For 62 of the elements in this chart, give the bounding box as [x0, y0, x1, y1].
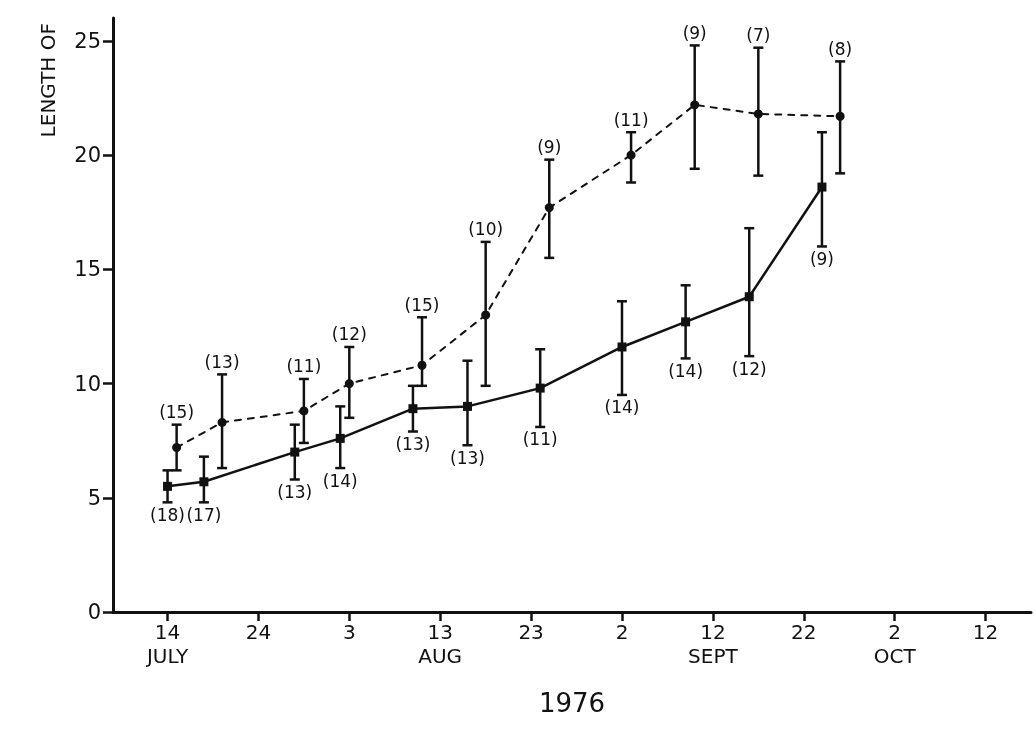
point — [753, 109, 763, 119]
point — [817, 182, 827, 192]
y-tick-label: 25 — [74, 28, 101, 53]
annotation: (7) — [746, 25, 771, 46]
y-tick-label: 15 — [74, 257, 101, 282]
annotation: (15) — [159, 402, 195, 423]
annotation: (13) — [277, 481, 313, 502]
annotation: (11) — [286, 356, 322, 377]
annotation: (15) — [404, 294, 440, 315]
x-tick-label: 2 — [615, 620, 629, 644]
point — [408, 404, 418, 414]
point — [172, 443, 182, 453]
x-axis-title: 1976 — [538, 688, 606, 718]
annotation: (9) — [682, 22, 707, 43]
annotation: (18) — [150, 504, 185, 525]
y-tick-label: 0 — [87, 600, 101, 624]
annotation: (13) — [450, 447, 485, 468]
point — [681, 317, 691, 327]
annotation: (11) — [522, 429, 558, 450]
annotation: (14) — [604, 397, 640, 418]
point — [335, 433, 345, 443]
point — [417, 360, 427, 370]
x-tick-label: 12 SEPT — [688, 620, 739, 668]
x-tick-label: 2 OCT — [873, 620, 917, 668]
point — [535, 383, 545, 393]
x-tick-label: 14 JULY — [144, 620, 189, 668]
x-tick-label: 23 — [518, 620, 544, 644]
annotation: (10) — [468, 219, 504, 240]
point — [835, 111, 845, 121]
point — [163, 481, 173, 491]
annotation: (8) — [828, 38, 853, 59]
y-axis-title: LENGTH OF — [36, 23, 60, 138]
point — [544, 203, 554, 213]
point — [462, 401, 472, 411]
annotation: (12) — [731, 358, 767, 379]
point — [744, 292, 754, 302]
point — [217, 417, 227, 427]
y-tick-label: 10 — [74, 371, 101, 396]
x-tick-label: 13 AUG — [418, 620, 463, 668]
annotation: (12) — [331, 324, 367, 345]
x-tick-label: 22 — [791, 620, 817, 644]
annotation: (13) — [395, 434, 431, 455]
x-tick-label: 12 — [972, 620, 999, 644]
point — [481, 310, 491, 320]
point — [626, 150, 636, 160]
point — [344, 379, 354, 389]
point — [617, 342, 627, 352]
annotation: (9) — [537, 137, 562, 158]
y-tick-label: 5 — [87, 485, 101, 510]
annotation: (14) — [668, 360, 704, 381]
x-tick-label: 24 — [245, 620, 272, 644]
annotation: (14) — [322, 470, 358, 491]
point — [290, 447, 300, 457]
y-tick-label: 20 — [74, 143, 101, 168]
annotation: (17) — [186, 504, 222, 525]
point — [199, 477, 209, 487]
point — [690, 100, 700, 110]
annotation: (11) — [613, 109, 649, 130]
x-tick-label: 3 — [342, 620, 356, 644]
annotation: (9) — [809, 248, 834, 269]
annotation: (13) — [204, 351, 240, 372]
point — [299, 406, 309, 416]
